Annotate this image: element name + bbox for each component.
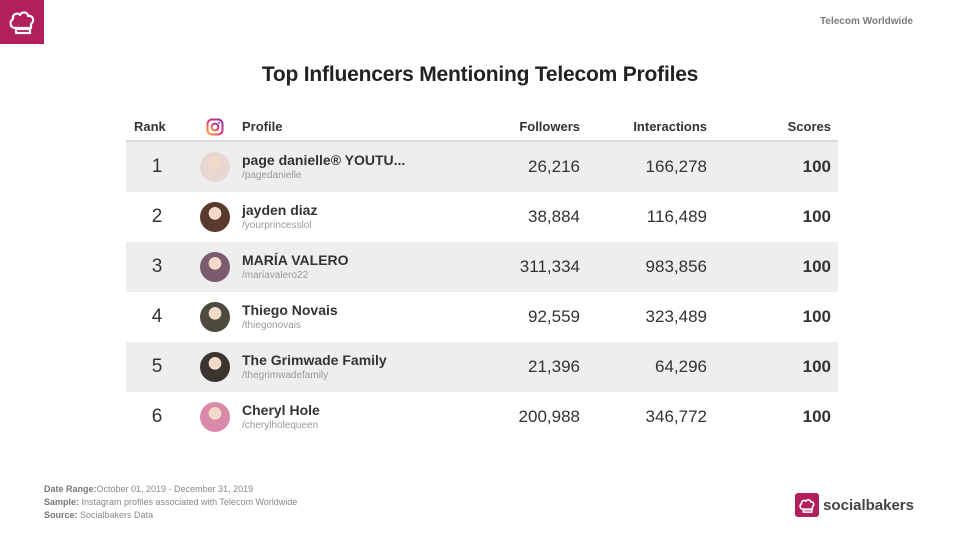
score-cell: 100 (802, 407, 831, 426)
interactions-cell: 116,489 (646, 207, 707, 226)
interactions-cell: 166,278 (645, 157, 707, 176)
avatar (200, 302, 230, 332)
followers-cell: 21,396 (528, 357, 580, 376)
followers-cell: 311,334 (519, 257, 580, 276)
scores-header: Scores (787, 119, 831, 134)
table-header: Rank Profile Followers Interactions Scor… (126, 113, 838, 142)
company-name: Telecom Worldwide (820, 16, 913, 27)
report-footnote: Date Range:October 01, 2019 - December 3… (44, 483, 297, 522)
profile-handle: /thegrimwadefamily (242, 370, 329, 381)
instagram-icon (206, 118, 224, 135)
table-row: 5 The Grimwade Family /thegrimwadefamily… (126, 342, 838, 392)
profile-name: jayden diaz (242, 202, 318, 218)
rank-cell: 4 (151, 306, 163, 327)
brand-name: socialbakers (823, 496, 914, 514)
profile-name: The Grimwade Family (242, 352, 387, 368)
avatar (200, 352, 230, 382)
interactions-cell: 983,856 (645, 257, 707, 276)
profile-handle: /cherylholequeen (242, 420, 319, 431)
followers-cell: 92,559 (528, 307, 580, 326)
rank-cell: 3 (151, 256, 163, 277)
profile-name: Cheryl Hole (242, 402, 320, 418)
followers-cell: 26,216 (528, 157, 580, 176)
avatar (200, 252, 230, 282)
table-row: 4 Thiego Novais /thiegonovais 92,559 323… (126, 292, 838, 342)
interactions-header: Interactions (633, 119, 707, 134)
profile-handle: /mariavalero22 (242, 270, 309, 281)
source-value: Socialbakers Data (80, 510, 154, 520)
company-logo (0, 0, 44, 44)
date-range-label: Date Range: (44, 484, 97, 494)
score-cell: 100 (802, 357, 831, 376)
profile-name: page danielle® YOUTU... (242, 152, 406, 168)
date-range-value: October 01, 2019 - December 31, 2019 (96, 484, 254, 494)
followers-header: Followers (519, 119, 580, 134)
chef-hat-icon (9, 11, 35, 35)
score-cell: 100 (802, 257, 831, 276)
avatar (200, 152, 230, 182)
avatar (200, 402, 230, 432)
score-cell: 100 (802, 207, 831, 226)
network-header (188, 118, 242, 136)
table-row: 3 MARÍA VALERO /mariavalero22 311,334 98… (126, 242, 838, 292)
interactions-cell: 64,296 (655, 357, 707, 376)
profile-name: MARÍA VALERO (242, 252, 349, 268)
interactions-cell: 346,772 (645, 407, 707, 426)
brand-icon-box (795, 493, 820, 517)
sample-value: Instagram profiles associated with Telec… (81, 497, 298, 507)
table-row: 2 jayden diaz /yourprincesslol 38,884 11… (126, 192, 838, 242)
followers-cell: 200,988 (518, 407, 580, 426)
page-title: Top Influencers Mentioning Telecom Profi… (261, 63, 699, 86)
interactions-cell: 323,489 (645, 307, 707, 326)
profile-handle: /yourprincesslol (242, 220, 312, 231)
followers-cell: 38,884 (528, 207, 580, 226)
socialbakers-logo: socialbakers (795, 493, 914, 517)
profile-header: Profile (242, 119, 283, 134)
profile-handle: /thiegonovais (242, 320, 301, 331)
table-row: 1 page danielle® YOUTU... /pagedanielle … (126, 142, 838, 192)
rank-cell: 2 (151, 206, 163, 227)
rank-cell: 5 (151, 356, 163, 377)
sample-label: Sample: (44, 497, 80, 507)
profile-name: Thiego Novais (242, 302, 338, 318)
source-label: Source: (44, 510, 78, 520)
score-cell: 100 (802, 307, 831, 326)
avatar (200, 202, 230, 232)
rank-cell: 1 (151, 156, 163, 177)
influencers-table: Rank Profile Followers Interactions Scor… (126, 113, 838, 442)
rank-header: Rank (134, 119, 166, 134)
rank-cell: 6 (151, 406, 163, 427)
table-row: 6 Cheryl Hole /cherylholequeen 200,988 3… (126, 392, 838, 442)
chef-hat-icon (799, 498, 815, 513)
profile-handle: /pagedanielle (242, 170, 302, 181)
score-cell: 100 (802, 157, 831, 176)
